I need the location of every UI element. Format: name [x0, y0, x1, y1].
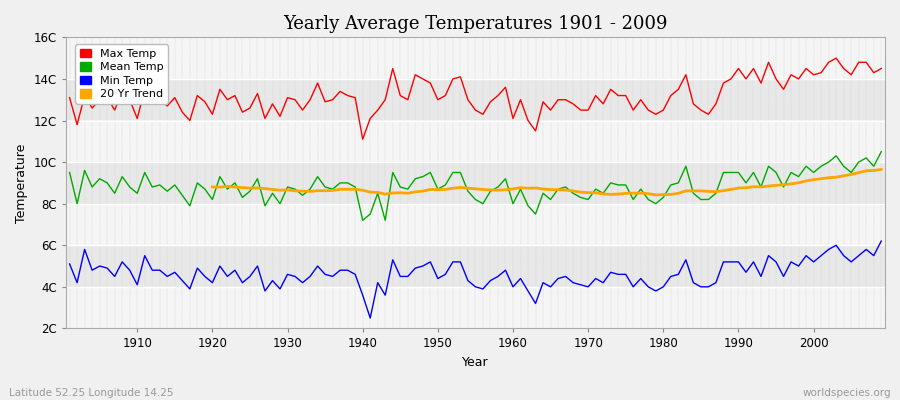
Y-axis label: Temperature: Temperature [15, 143, 28, 222]
Text: worldspecies.org: worldspecies.org [803, 388, 891, 398]
Text: Latitude 52.25 Longitude 14.25: Latitude 52.25 Longitude 14.25 [9, 388, 174, 398]
Bar [66, 37, 885, 79]
Legend: Max Temp, Mean Temp, Min Temp, 20 Yr Trend: Max Temp, Mean Temp, Min Temp, 20 Yr Tre… [76, 44, 168, 104]
Bar [66, 204, 885, 245]
Title: Yearly Average Temperatures 1901 - 2009: Yearly Average Temperatures 1901 - 2009 [284, 15, 668, 33]
X-axis label: Year: Year [462, 356, 489, 369]
Bar [66, 287, 885, 328]
Bar [66, 120, 885, 162]
